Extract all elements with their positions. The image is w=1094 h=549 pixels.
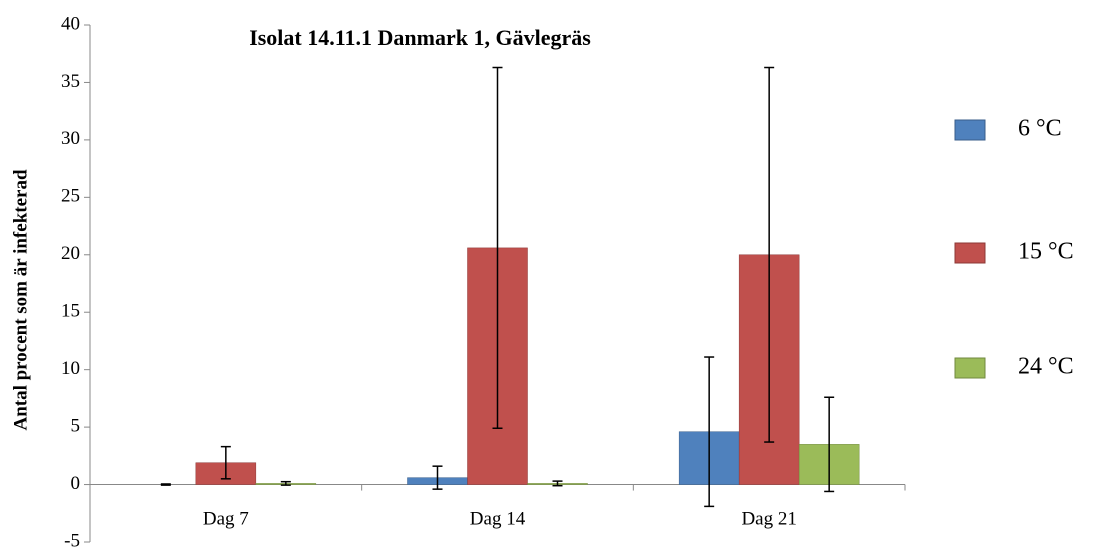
y-tick-label: -5: [64, 530, 80, 549]
y-tick-label: 40: [61, 13, 80, 34]
error-bar: [432, 465, 443, 490]
legend-swatch: [954, 119, 986, 141]
legend-label: 24 °C: [1018, 354, 1074, 380]
error-bar: [552, 480, 563, 487]
x-tick-label: Dag 7: [203, 508, 249, 529]
chart-title: Isolat 14.11.1 Danmark 1, Gävlegräs: [249, 25, 591, 50]
y-tick-label: 20: [61, 243, 80, 264]
error-bar: [160, 483, 171, 486]
legend-label: 15 °C: [1018, 239, 1074, 265]
y-tick-label: 30: [61, 128, 80, 149]
error-bar: [280, 480, 291, 486]
y-tick-label: 0: [71, 473, 81, 494]
error-bar: [704, 356, 715, 508]
y-tick-label: 35: [61, 71, 80, 92]
y-axis-label: Antal procent som är infekterad: [10, 169, 31, 430]
legend-swatch: [954, 242, 986, 264]
error-bar: [492, 66, 503, 430]
error-bar: [220, 445, 231, 480]
y-tick-label: 25: [61, 186, 80, 207]
x-tick-label: Dag 21: [741, 508, 796, 529]
y-tick-label: 5: [71, 415, 81, 436]
y-tick-label: 10: [61, 358, 80, 379]
legend-label: 6 °C: [1018, 116, 1062, 142]
error-bar: [824, 396, 835, 493]
legend-swatch: [954, 357, 986, 379]
error-bar: [764, 66, 775, 443]
y-tick-label: 15: [61, 301, 80, 322]
x-tick-label: Dag 14: [470, 508, 526, 529]
